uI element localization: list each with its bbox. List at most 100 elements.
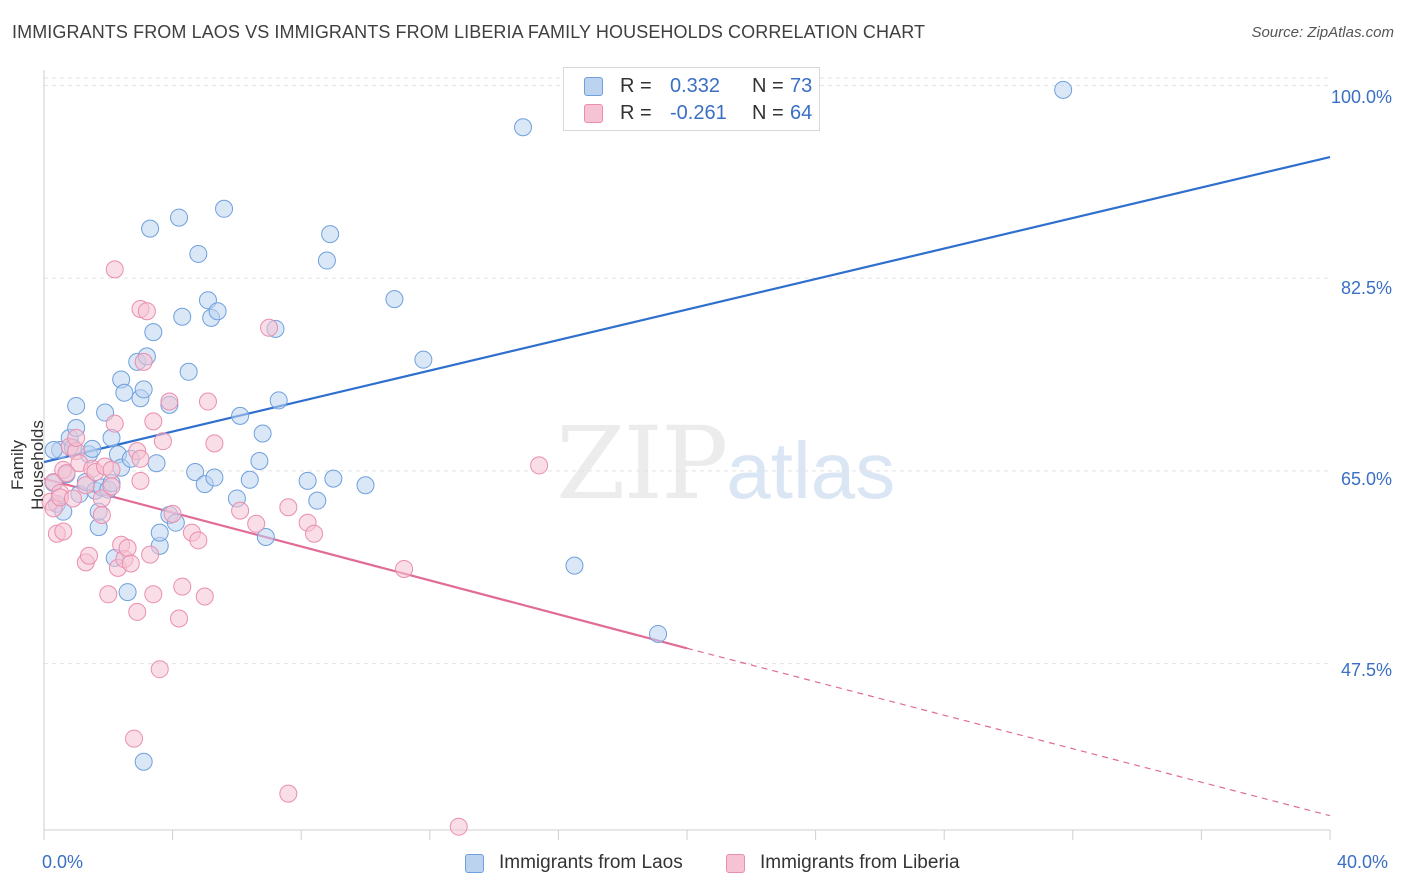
point-laos-51 xyxy=(215,199,234,218)
point-laos-33 xyxy=(141,219,160,238)
point-laos-35 xyxy=(147,454,166,473)
point-liberia-23 xyxy=(105,414,124,433)
point-laos-53 xyxy=(231,406,250,425)
point-liberia-17 xyxy=(92,505,111,524)
stats-legend: R = 0.332 N = 73 R = -0.261 N = 64 xyxy=(563,67,820,131)
series-swatch-liberia xyxy=(726,854,745,873)
trend-line-liberia xyxy=(43,477,688,650)
axes xyxy=(43,70,1331,840)
point-laos-62 xyxy=(317,251,336,270)
point-laos-42 xyxy=(173,307,192,326)
point-liberia-54 xyxy=(260,318,279,337)
legend-r-value: 0.332 xyxy=(670,75,721,97)
point-liberia-48 xyxy=(189,531,208,550)
point-liberia-50 xyxy=(198,392,217,411)
point-liberia-40 xyxy=(144,412,163,431)
point-laos-37 xyxy=(150,523,169,542)
legend-r-label: R = xyxy=(620,75,652,97)
point-laos-8 xyxy=(67,396,86,415)
point-liberia-34 xyxy=(131,471,150,490)
y-tick-label-47-5: 47.5% xyxy=(1340,660,1392,680)
point-liberia-38 xyxy=(141,545,160,564)
legend-swatch-laos xyxy=(584,77,603,96)
legend-n-value: 73 xyxy=(790,75,813,97)
series-swatch-laos xyxy=(465,854,484,873)
point-liberia-59 xyxy=(395,559,414,578)
point-laos-61 xyxy=(308,491,327,510)
point-liberia-36 xyxy=(134,352,153,371)
point-liberia-62 xyxy=(67,428,86,447)
point-liberia-21 xyxy=(102,460,121,479)
series-label-laos: Immigrants from Laos xyxy=(499,852,683,873)
point-liberia-63 xyxy=(54,522,73,541)
point-liberia-20 xyxy=(99,585,118,604)
point-liberia-12 xyxy=(76,476,95,495)
point-laos-31 xyxy=(134,752,153,771)
y-axis-title: Family Households xyxy=(8,420,47,510)
point-laos-60 xyxy=(298,471,317,490)
point-liberia-24 xyxy=(105,260,124,279)
watermark-zip: ZIP xyxy=(556,405,728,522)
point-liberia-49 xyxy=(195,587,214,606)
point-laos-64 xyxy=(324,469,343,488)
point-liberia-42 xyxy=(153,432,172,451)
point-laos-69 xyxy=(565,556,584,575)
point-liberia-55 xyxy=(279,498,298,517)
point-laos-56 xyxy=(253,424,272,443)
point-liberia-29 xyxy=(121,554,140,573)
point-liberia-37 xyxy=(137,302,156,321)
point-liberia-41 xyxy=(150,660,169,679)
point-laos-49 xyxy=(205,468,224,487)
chart-title: IMMIGRANTS FROM LAOS VS IMMIGRANTS FROM … xyxy=(12,22,926,42)
point-laos-71 xyxy=(1054,80,1073,99)
point-laos-66 xyxy=(385,290,404,309)
point-liberia-60 xyxy=(449,817,468,836)
data-points xyxy=(41,80,1073,836)
series-label-liberia: Immigrants from Liberia xyxy=(760,852,960,873)
trend-lines xyxy=(43,155,1331,817)
point-laos-26 xyxy=(118,583,137,602)
point-laos-55 xyxy=(250,452,269,471)
point-laos-34 xyxy=(144,323,163,342)
point-laos-30 xyxy=(134,380,153,399)
point-laos-65 xyxy=(356,476,375,495)
point-laos-12 xyxy=(83,439,102,458)
point-laos-54 xyxy=(240,470,259,489)
point-laos-43 xyxy=(179,362,198,381)
point-liberia-51 xyxy=(205,434,224,453)
legend-n-value: 64 xyxy=(790,102,813,124)
point-laos-70 xyxy=(649,624,668,643)
point-laos-59 xyxy=(269,391,288,410)
point-liberia-28 xyxy=(118,539,137,558)
point-liberia-9 xyxy=(63,489,82,508)
point-liberia-44 xyxy=(163,504,182,523)
y-tick-label-82-5: 82.5% xyxy=(1340,278,1392,298)
point-liberia-61 xyxy=(530,456,549,475)
point-liberia-31 xyxy=(128,602,147,621)
point-liberia-7 xyxy=(57,464,76,483)
watermark: ZIPatlas xyxy=(556,405,895,522)
x-tick-label-min: 0.0% xyxy=(42,852,84,872)
point-liberia-33 xyxy=(131,449,150,468)
point-laos-57 xyxy=(256,528,275,547)
point-liberia-14 xyxy=(80,546,99,565)
source-label: Source: ZipAtlas.com xyxy=(1251,24,1394,41)
point-liberia-30 xyxy=(125,729,144,748)
watermark-atlas: atlas xyxy=(726,426,896,515)
point-laos-63 xyxy=(321,225,340,244)
y-tick-label-65: 65.0% xyxy=(1340,469,1392,489)
point-liberia-46 xyxy=(173,577,192,596)
legend-r-label: R = xyxy=(620,102,652,124)
x-tick-label-max: 40.0% xyxy=(1337,852,1389,872)
legend-n-label: N = xyxy=(752,102,784,124)
grid-lines xyxy=(44,77,1330,665)
point-liberia-53 xyxy=(247,514,266,533)
y-tick-label-100: 100.0% xyxy=(1330,87,1392,107)
trend-extension-liberia xyxy=(686,647,1331,817)
point-liberia-56 xyxy=(279,784,298,803)
legend-swatch-liberia xyxy=(584,104,603,123)
point-laos-45 xyxy=(189,244,208,263)
trend-line-laos xyxy=(43,155,1331,464)
point-liberia-58 xyxy=(305,524,324,543)
